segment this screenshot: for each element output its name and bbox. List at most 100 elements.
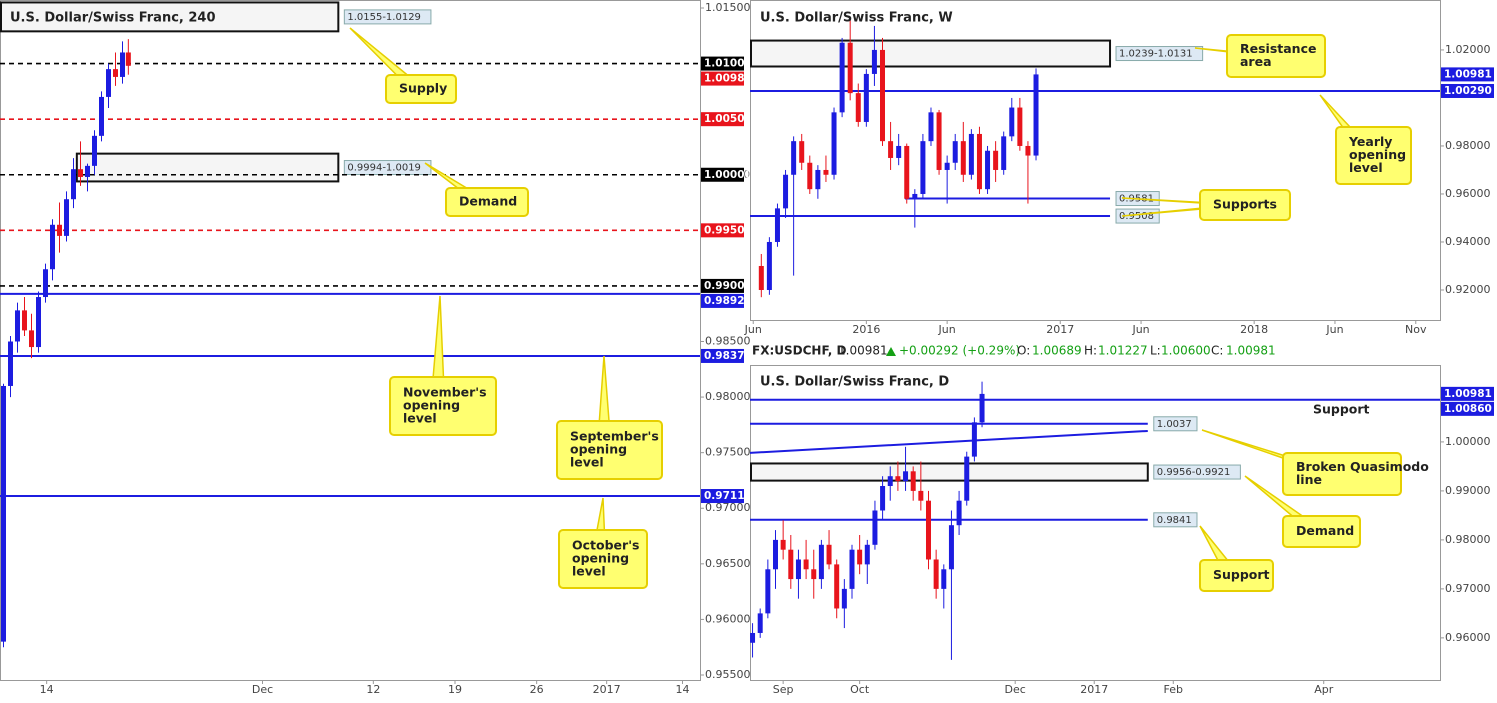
up-arrow (886, 347, 896, 356)
x-tick-label: Sep (773, 683, 794, 696)
level-label: 0.9841 (1157, 515, 1192, 526)
x-tick-label: Jun (1325, 323, 1343, 336)
callout-box (1282, 452, 1402, 496)
y-tick-label: 0.99000 (1445, 484, 1491, 497)
candle-body (880, 486, 886, 511)
candle-body (71, 169, 76, 200)
change: +0.00292 (+0.29%) (899, 344, 1020, 358)
candle-body (818, 544, 824, 580)
level-axis-label: 1.00290 (1444, 85, 1492, 97)
level-label: 0.9508 (1119, 211, 1154, 222)
ohlc-value: 1.00689 (1032, 344, 1082, 358)
candle-body (757, 613, 763, 633)
callout-text: opening (570, 442, 627, 457)
level-axis-box (701, 56, 744, 71)
candle-body (22, 310, 27, 331)
candle-body (944, 162, 950, 170)
x-tick-label: 2018 (1240, 323, 1268, 336)
candle-body (920, 141, 926, 194)
callout-text: area (1240, 54, 1272, 69)
candle-body (928, 112, 934, 142)
level-axis-box (701, 278, 744, 293)
candle-body (826, 544, 832, 565)
x-tick-label: 14 (676, 683, 690, 696)
callout-box (556, 420, 663, 480)
zone-label-box (1153, 464, 1241, 480)
callout-text: Resistance (1240, 41, 1316, 56)
callout-text: November's (403, 385, 487, 400)
y-tick-label: 0.96000 (1445, 187, 1491, 200)
trendline (749, 429, 1148, 454)
candle-body (864, 544, 870, 565)
ohlc-label: L: (1150, 344, 1161, 358)
callout-text: line (1296, 472, 1322, 487)
callout-box (1282, 515, 1361, 548)
level-axis-label: 0.97110 (704, 490, 752, 502)
y-tick-label: 1.01500 (705, 1, 751, 14)
callout-text: opening (403, 398, 460, 413)
level-axis-label: 1.01000 (704, 58, 752, 70)
candle-body (765, 569, 771, 614)
zone (0, 1, 340, 33)
x-tick-label: Dec (252, 683, 273, 696)
candle-body (880, 49, 886, 142)
candle-body (941, 569, 947, 589)
callout-box (558, 529, 648, 589)
zone-label: 0.9956-0.9921 (1157, 467, 1231, 478)
candle-body (855, 93, 861, 122)
candle-body (831, 112, 837, 175)
y-tick-label: 0.96000 (705, 612, 751, 625)
candle-body (910, 471, 916, 491)
candle-body (903, 471, 909, 482)
level-axis-label: 0.98370 (704, 350, 752, 362)
candle-body (956, 500, 962, 526)
candle-body (912, 193, 918, 199)
x-tick-label: 2016 (852, 323, 880, 336)
callout-text: opening (572, 551, 629, 566)
callout-text: Demand (1296, 523, 1354, 538)
candle-body (772, 539, 778, 570)
callout-box (1199, 559, 1274, 592)
zone-label-box (1115, 46, 1204, 62)
candle-body (15, 310, 20, 342)
x-tick-label: 2017 (1046, 323, 1074, 336)
level-axis-label: 0.99500 (704, 224, 752, 236)
candle-body (857, 549, 863, 565)
x-tick-label: Dec (1005, 683, 1026, 696)
level-axis-box (701, 293, 744, 308)
symbol: FX:USDCHF, D (752, 344, 846, 358)
candle-body (849, 549, 855, 589)
callout-text: Broken Quasimodo (1296, 459, 1429, 474)
candle-body (976, 133, 982, 190)
callout-text: level (403, 411, 437, 426)
x-tick-label: Oct (850, 683, 870, 696)
candle-body (125, 52, 131, 66)
candle-body (43, 269, 48, 298)
level-axis-label: 1.00981 (1444, 388, 1492, 400)
callout-box (1199, 189, 1291, 221)
callout-box (1226, 34, 1326, 78)
candle-body (847, 42, 853, 94)
x-tick-label: 2017 (593, 683, 621, 696)
y-tick-label: 0.98000 (705, 390, 751, 403)
level-axis-label: 1.00000 (704, 169, 752, 181)
level-axis-label: 0.99000 (704, 280, 752, 292)
candle-body (791, 141, 797, 175)
callout-text: Support (1313, 402, 1370, 417)
price-marker (1441, 67, 1494, 82)
level-axis-box (701, 167, 744, 182)
candle-body (36, 297, 41, 348)
y-tick-label: 0.98500 (705, 335, 751, 348)
candle-body (795, 559, 801, 580)
candle-body (1025, 145, 1031, 156)
x-tick-label: 14 (40, 683, 54, 696)
callout-text: Demand (459, 194, 517, 209)
last-price: 1.00981 (838, 344, 888, 358)
candle-body (50, 224, 55, 270)
level-axis-label: 1.00981 (704, 73, 752, 85)
callout-text: level (1349, 160, 1383, 175)
candle-body (1001, 136, 1007, 170)
y-tick-label: 0.96500 (705, 557, 751, 570)
price-marker (701, 71, 744, 86)
candle-body (968, 133, 974, 175)
